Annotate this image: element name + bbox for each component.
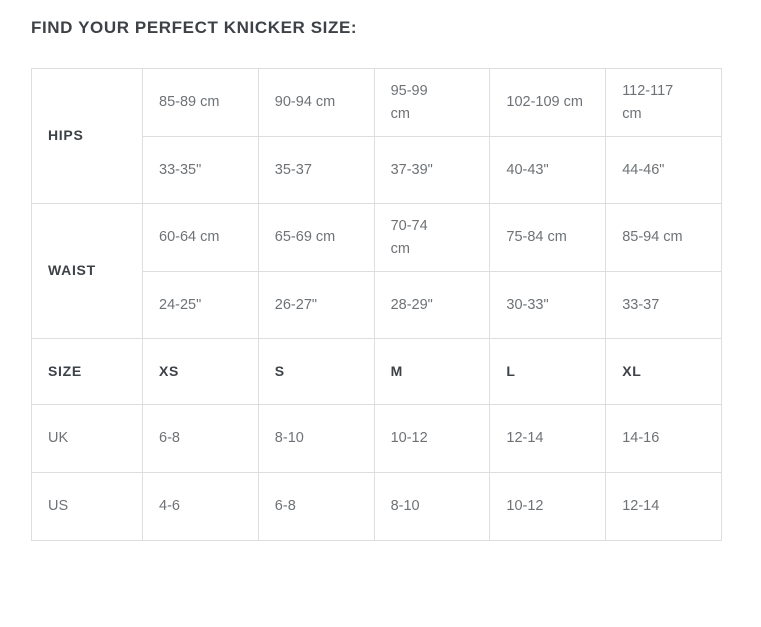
size-header-xl: XL [605, 338, 722, 405]
cell-us-s: 6-8 [257, 472, 375, 541]
cell-us-l: 10-12 [489, 472, 607, 541]
table-row-size: SIZE XS S M L XL [31, 338, 722, 405]
cell-hips-in-xl: 44-46" [605, 136, 722, 204]
cell-waist-cm-l: 75-84 cm [489, 203, 607, 272]
cell-uk-s: 8-10 [257, 404, 375, 473]
cell-waist-cm-m: 70-74 cm [373, 203, 491, 272]
table-row-hips-cm: HIPS 85-89 cm 90-94 cm 95-99 cm 102-109 … [31, 68, 722, 204]
cell-uk-l: 12-14 [489, 404, 607, 473]
table-row-us: US 4-6 6-8 8-10 10-12 12-14 [31, 472, 722, 541]
page-title: FIND YOUR PERFECT KNICKER SIZE: [31, 18, 358, 37]
cell-waist-in-s: 26-27" [257, 271, 375, 339]
cell-hips-cm-s: 90-94 cm [257, 68, 375, 137]
row-label-uk: UK [31, 404, 143, 473]
row-label-size: SIZE [31, 338, 143, 405]
cell-hips-cm-m: 95-99 cm [373, 68, 491, 137]
table-row-waist-cm: WAIST 60-64 cm 65-69 cm 70-74 cm 75-84 c… [31, 203, 722, 339]
cell-hips-in-xs: 33-35" [142, 136, 259, 204]
cell-hips-in-s: 35-37 [257, 136, 375, 204]
table-row-waist-in: 24-25" 26-27" 28-29" 30-33" 33-37 [32, 271, 722, 339]
cell-waist-cm-xl: 85-94 cm [605, 203, 722, 272]
size-header-m: M [373, 338, 491, 405]
cell-us-m: 8-10 [373, 472, 491, 541]
cell-hips-cm-xl: 112-117 cm [605, 68, 722, 137]
cell-hips-in-m: 37-39" [373, 136, 491, 204]
row-label-waist: WAIST [31, 203, 143, 339]
knicker-size-table: HIPS 85-89 cm 90-94 cm 95-99 cm 102-109 … [31, 68, 722, 541]
cell-us-xl: 12-14 [605, 472, 722, 541]
cell-us-xs: 4-6 [142, 472, 259, 541]
row-label-hips: HIPS [31, 68, 143, 204]
cell-hips-in-l: 40-43" [489, 136, 607, 204]
cell-uk-xs: 6-8 [142, 404, 259, 473]
cell-waist-in-xs: 24-25" [142, 271, 259, 339]
cell-waist-cm-s: 65-69 cm [257, 203, 375, 272]
cell-hips-cm-xs: 85-89 cm [142, 68, 259, 137]
cell-waist-cm-xs: 60-64 cm [142, 203, 259, 272]
row-label-us: US [31, 472, 143, 541]
size-header-l: L [489, 338, 607, 405]
cell-uk-xl: 14-16 [605, 404, 722, 473]
size-header-xs: XS [142, 338, 259, 405]
table-row-hips-in: 33-35" 35-37 37-39" 40-43" 44-46" [32, 136, 722, 204]
table-row-uk: UK 6-8 8-10 10-12 12-14 14-16 [31, 404, 722, 473]
cell-waist-in-m: 28-29" [373, 271, 491, 339]
cell-hips-cm-l: 102-109 cm [489, 68, 607, 137]
cell-waist-in-l: 30-33" [489, 271, 607, 339]
cell-uk-m: 10-12 [373, 404, 491, 473]
cell-waist-in-xl: 33-37 [605, 271, 722, 339]
size-header-s: S [257, 338, 375, 405]
